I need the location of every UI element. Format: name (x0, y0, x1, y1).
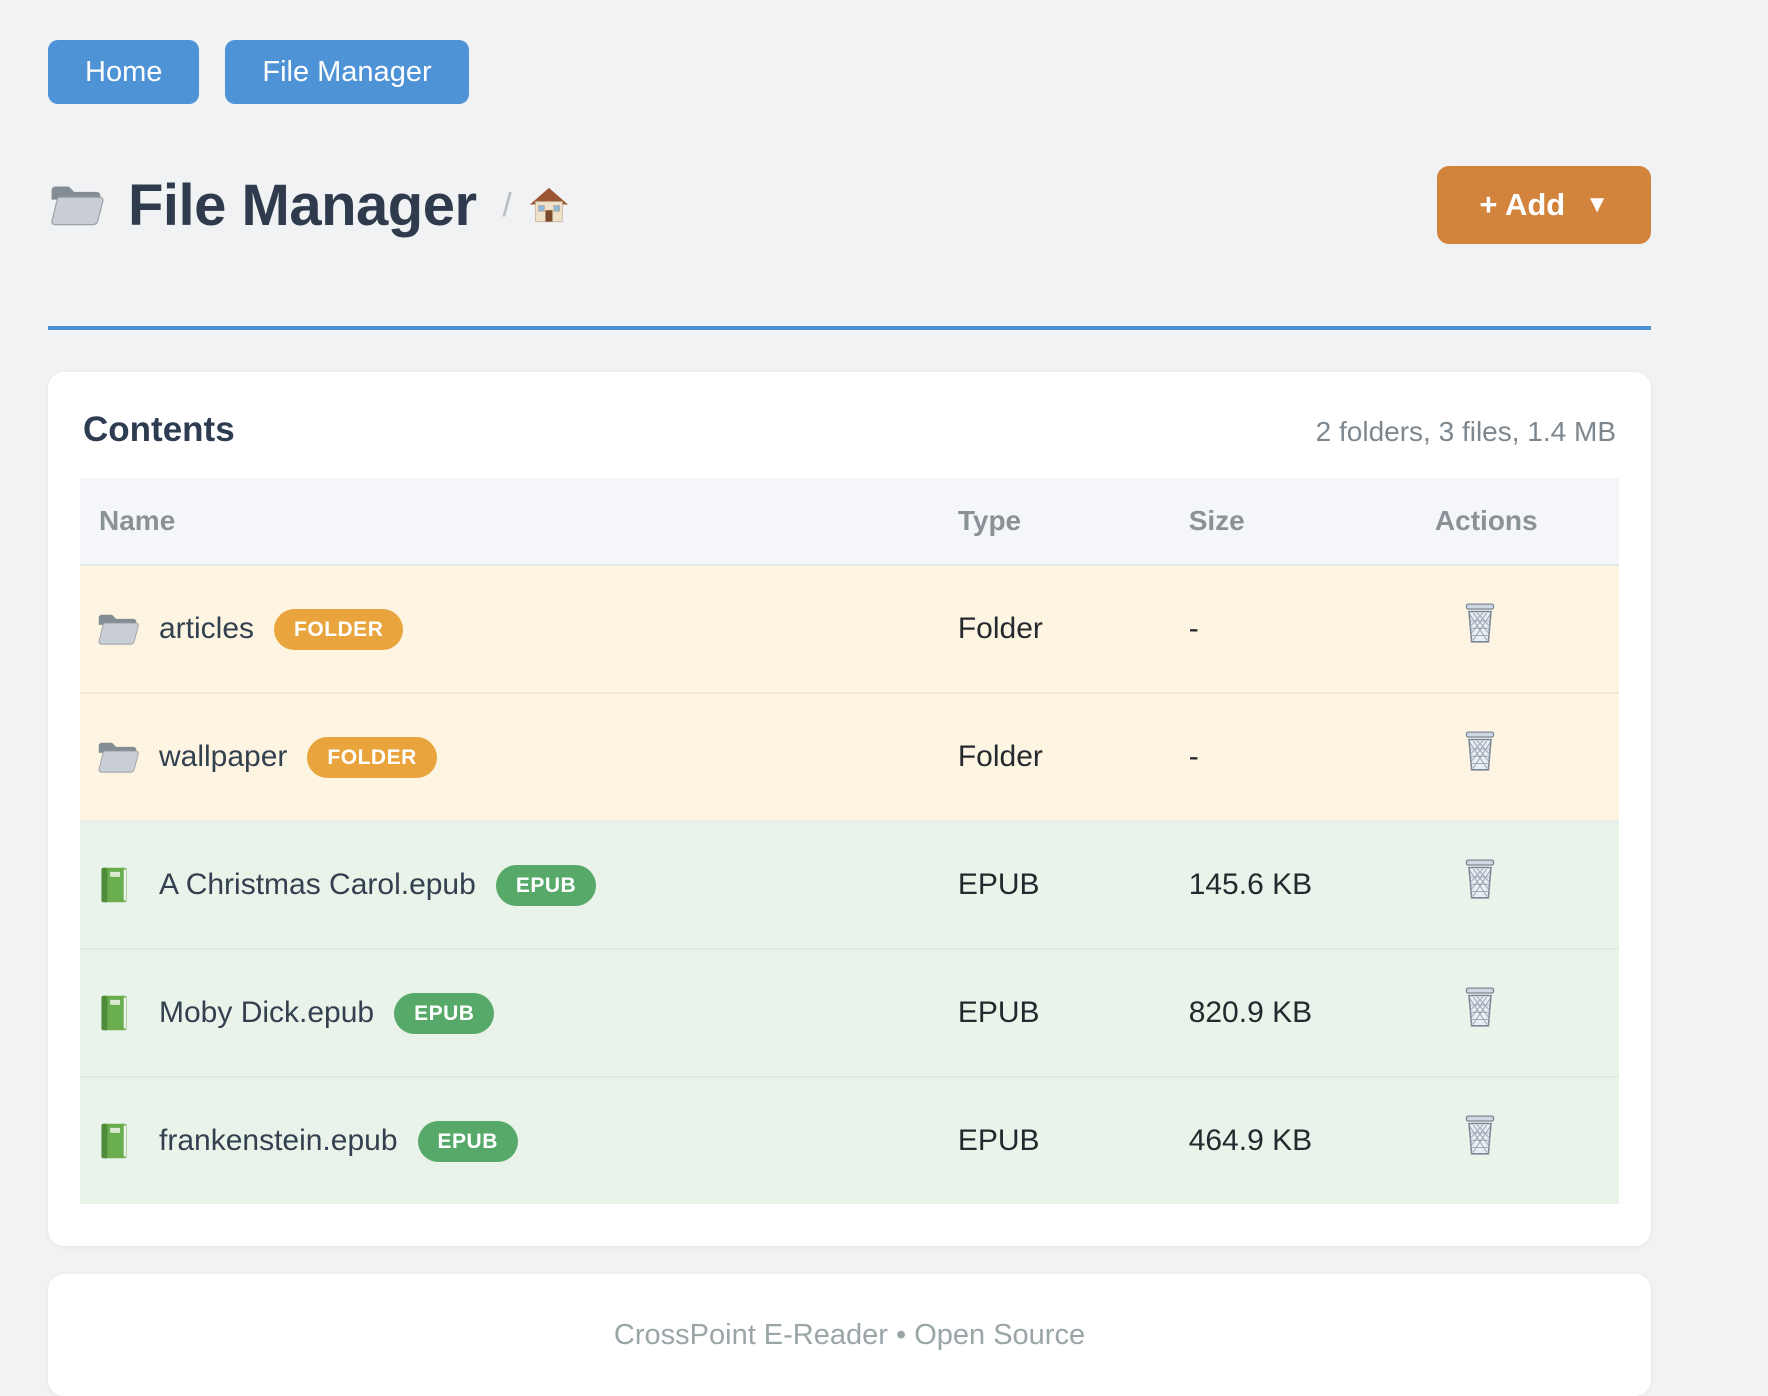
file-size: - (1172, 692, 1419, 821)
column-header-size: Size (1172, 478, 1419, 566)
book-icon (96, 993, 140, 1033)
folder-icon-svg (98, 742, 139, 773)
contents-table: Name Type Size Actions articles FOLDER F… (80, 478, 1619, 1204)
file-name: frankenstein.epub (159, 1124, 398, 1157)
file-badge: EPUB (417, 1120, 518, 1162)
table-row[interactable]: frankenstein.epub EPUB EPUB 464.9 KB (80, 1076, 1619, 1204)
file-type: Folder (941, 692, 1173, 821)
trash-icon (1465, 603, 1495, 643)
trash-icon (1465, 731, 1495, 771)
table-row[interactable]: articles FOLDER Folder - (80, 565, 1619, 693)
footer-card: CrossPoint E-Reader • Open Source (48, 1274, 1651, 1396)
folder-icon (96, 609, 140, 649)
file-badge: EPUB (495, 864, 597, 906)
delete-button[interactable] (1459, 600, 1501, 646)
home-button[interactable]: Home (48, 40, 200, 104)
file-size: 145.6 KB (1172, 820, 1419, 949)
delete-button[interactable] (1459, 984, 1501, 1030)
table-header-row: Name Type Size Actions (80, 478, 1619, 566)
folder-icon (96, 737, 140, 777)
file-type: Folder (941, 565, 1173, 693)
contents-table-body: articles FOLDER Folder - (80, 565, 1619, 1204)
file-size: 464.9 KB (1172, 1076, 1419, 1204)
table-row[interactable]: A Christmas Carol.epub EPUB EPUB 145.6 K… (80, 820, 1619, 949)
breadcrumb: / (503, 185, 570, 225)
file-name: wallpaper (159, 740, 288, 773)
column-header-actions: Actions (1418, 478, 1619, 566)
footer-text: CrossPoint E-Reader • Open Source (613, 1318, 1086, 1351)
top-nav: Home File Manager (48, 40, 1651, 104)
delete-button[interactable] (1459, 856, 1501, 902)
file-type: EPUB (941, 948, 1173, 1077)
file-name: articles (159, 612, 255, 645)
contents-title: Contents (83, 410, 235, 449)
table-row[interactable]: Moby Dick.epub EPUB EPUB 820.9 KB (80, 948, 1619, 1077)
delete-button[interactable] (1459, 728, 1501, 774)
table-row[interactable]: wallpaper FOLDER Folder - (80, 692, 1619, 821)
caret-down-icon: ▼ (1585, 191, 1609, 218)
file-name: A Christmas Carol.epub (159, 868, 476, 901)
page-header: File Manager / + Add ▼ (48, 166, 1651, 244)
page: Home File Manager File Manager / (48, 40, 1651, 1396)
book-icon-svg (101, 995, 127, 1031)
house-icon[interactable] (528, 185, 570, 225)
contents-summary: 2 folders, 3 files, 1.4 MB (1315, 416, 1616, 447)
file-size: 820.9 KB (1172, 948, 1419, 1077)
book-icon-svg (101, 867, 127, 903)
trash-icon (1465, 859, 1495, 899)
book-icon-svg (101, 1123, 127, 1159)
trash-icon (1465, 987, 1495, 1027)
file-badge: EPUB (394, 992, 495, 1034)
book-icon (96, 865, 140, 905)
column-header-name: Name (80, 478, 942, 566)
file-type: EPUB (941, 1076, 1173, 1204)
file-badge: FOLDER (307, 736, 437, 778)
open-folder-icon (48, 180, 106, 230)
contents-card: Contents 2 folders, 3 files, 1.4 MB Name… (48, 372, 1651, 1246)
folder-icon-svg (98, 614, 139, 645)
file-type: EPUB (941, 820, 1173, 949)
title-rule (48, 326, 1651, 330)
file-size: - (1172, 565, 1419, 693)
file-badge: FOLDER (274, 608, 404, 650)
add-button-label: + Add (1479, 187, 1566, 222)
breadcrumb-separator: / (502, 186, 512, 223)
contents-card-header: Contents 2 folders, 3 files, 1.4 MB (80, 410, 1619, 450)
page-title: File Manager (128, 172, 477, 238)
title-group: File Manager / (48, 172, 570, 239)
delete-button[interactable] (1459, 1112, 1501, 1158)
file-name: Moby Dick.epub (159, 996, 375, 1029)
file-manager-button[interactable]: File Manager (225, 40, 469, 104)
column-header-type: Type (941, 478, 1173, 566)
add-button[interactable]: + Add ▼ (1437, 166, 1651, 244)
trash-icon (1465, 1115, 1495, 1155)
book-icon (96, 1121, 140, 1161)
